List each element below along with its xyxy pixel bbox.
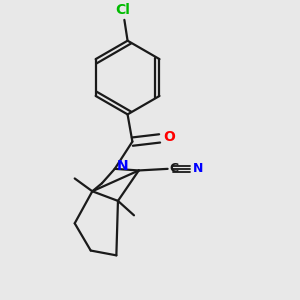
Text: O: O (164, 130, 175, 144)
Text: N: N (193, 162, 203, 176)
Text: C: C (169, 162, 178, 176)
Text: Cl: Cl (115, 3, 130, 17)
Text: N: N (116, 159, 128, 173)
